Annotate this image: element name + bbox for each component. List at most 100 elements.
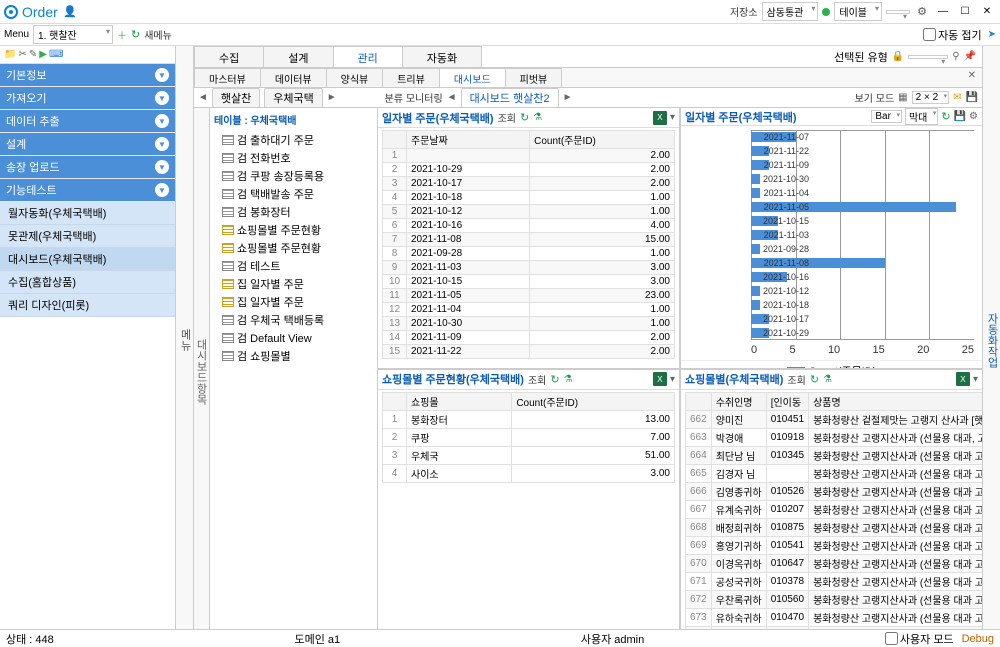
tree-item[interactable]: 검 봉화장터 [214,203,373,221]
p3-more-icon[interactable]: ▾ [670,374,675,385]
p1-table[interactable]: 주문날짜Count(주문ID)12.0022021-10-292.0032021… [382,130,675,359]
view-mode-icon[interactable]: ▦ [898,92,907,103]
sidebar-section[interactable]: 송장 업로드▼ [0,156,175,179]
storage-combo[interactable]: 삼동통관 [762,2,819,21]
user-mode-checkbox[interactable]: 사용자 모드 [885,631,954,647]
right-vertical-tab[interactable]: 자동화작업 [982,46,1000,629]
p1-filter-icon[interactable]: ⚗ [533,112,542,123]
sidebar-section[interactable]: 기본정보▼ [0,64,175,87]
chart-type-combo[interactable]: Bar [871,110,902,123]
p1-refresh-icon[interactable]: ↻ [520,111,529,124]
tree-item[interactable]: 검 출하대기 주문 [214,131,373,149]
sidebar-item[interactable]: 수집(홈합상품) [0,271,175,294]
tree-item[interactable]: 검 테스트 [214,257,373,275]
lock-icon[interactable]: 🔒 [892,51,904,62]
tree-item[interactable]: 집 일자별 주문 [214,275,373,293]
main-tab[interactable]: 수집 [194,46,264,67]
edit-icon[interactable]: ✎ [29,49,37,60]
seltype-combo[interactable] [908,55,948,59]
mail-icon[interactable]: ✉ [953,92,961,103]
center-next-icon[interactable]: ► [563,92,573,103]
refresh-icon[interactable]: ↻ [131,28,140,41]
add-icon[interactable]: ＋ [117,27,127,42]
p1-sub: 조회 [498,110,516,125]
p4-more-icon[interactable]: ▾ [973,374,978,385]
view-close-icon[interactable]: ✕ [962,68,982,87]
view-tab[interactable]: 피벗뷰 [505,68,563,87]
view-tab[interactable]: 트리뷰 [382,68,440,87]
sidebar-item[interactable]: 월자동화(우체국택배) [0,202,175,225]
doc-tab-active[interactable]: 대시보드 햇살찬2 [461,88,559,108]
folder-icon[interactable]: 📁 [4,49,16,60]
doc-tab-1[interactable]: 햇살찬 [212,88,260,108]
table-tree-panel: 테이블 : 우체국택배 검 출하대기 주문검 전화번호검 쿠팡 송장등록용검 택… [210,108,378,629]
p4-excel-icon[interactable]: X [956,372,970,386]
auto-fold-checkbox[interactable]: 자동 접기 [923,27,982,43]
view-tab[interactable]: 마스터뷰 [194,68,261,87]
sidebar-item[interactable]: 쿼리 디자인(피롯) [0,294,175,317]
tree-item[interactable]: 검 전화번호 [214,149,373,167]
tree-item[interactable]: 검 우체국 택배등록 [214,311,373,329]
doc-tab-2[interactable]: 우체국택 [264,88,322,108]
center-prev-icon[interactable]: ◄ [447,92,457,103]
view-tab[interactable]: 양식뷰 [326,68,384,87]
p3-filter-icon[interactable]: ⚗ [564,374,573,385]
left-vertical-tab[interactable]: 메뉴 [176,46,194,629]
p3-table[interactable]: 쇼핑몰Count(주문ID)1봉화장터13.002쿠팡7.003우체국51.00… [382,392,675,483]
tree-item[interactable]: 쇼핑몰별 주문현황 [214,221,373,239]
p3-refresh-icon[interactable]: ↻ [550,373,559,386]
tree-item[interactable]: 검 택배발송 주문 [214,185,373,203]
wand-icon[interactable]: ⚲ [952,51,959,62]
p2-save-icon[interactable]: 💾 [954,111,966,122]
p4-filter-icon[interactable]: ⚗ [823,374,832,385]
close-button[interactable]: ✕ [978,5,996,19]
p2-config-icon[interactable]: ⚙ [969,111,978,122]
panel-daily-chart: 일자별 주문(우체국택배) Bar 막대 ↻ 💾 ⚙ 2021-11-07202… [681,108,982,368]
sidebar-section[interactable]: 설계▼ [0,133,175,156]
sidebar-section[interactable]: 가져오기▼ [0,87,175,110]
cut-icon[interactable]: ✂ [18,49,26,60]
p1-more-icon[interactable]: ▾ [670,112,675,123]
tree-item[interactable]: 검 쇼핑몰별 [214,347,373,365]
play-icon[interactable]: ▶ [39,49,47,60]
menu-combo[interactable]: 1. 햇찰잔 [33,25,113,44]
maximize-button[interactable]: ☐ [956,5,974,19]
settings-icon[interactable]: ⚙ [914,4,930,20]
p4-sub: 조회 [787,372,805,387]
table-combo[interactable]: 테이블 [834,2,882,21]
grid-size-combo[interactable]: 2 × 2 [912,91,950,104]
view-tab[interactable]: 데이터뷰 [260,68,327,87]
p4-table[interactable]: 수취인명[인이동상품명662양미진010451봉화청량산 겉절제맛는 고랭지 산… [685,392,982,630]
tree-item[interactable]: 검 Default View [214,329,373,347]
center-area: 수집설계관리자동화 선택된 유형 🔒 ⚲ 📌 마스터뷰데이터뷰양식뷰트리뷰대시보… [194,46,982,629]
user-icon[interactable]: 👤 [62,4,78,20]
sidebar-item[interactable]: 못관제(우체국택배) [0,225,175,248]
p1-excel-icon[interactable]: X [653,111,667,125]
empty-combo[interactable] [886,10,910,14]
sidebar-section[interactable]: 기능테스트▼ [0,179,175,202]
tree-item[interactable]: 집 일자별 주문 [214,293,373,311]
code-icon[interactable]: ⌨ [49,49,63,60]
doc-center: 분류 모니터링 [385,90,443,105]
chart-style-combo[interactable]: 막대 [905,108,938,125]
main-tab[interactable]: 설계 [263,46,333,67]
main-tab[interactable]: 자동화 [402,46,482,67]
tree-item[interactable]: 쇼핑몰별 주문현황 [214,239,373,257]
minimize-button[interactable]: — [934,5,952,19]
new-menu-label[interactable]: 새메뉴 [144,27,172,42]
save-icon[interactable]: 💾 [966,92,978,103]
doc-prev-icon[interactable]: ◄ [198,92,208,103]
p2-refresh-icon[interactable]: ↻ [941,110,950,123]
dashboard-items-strip[interactable]: 대시보드항목 [194,108,210,629]
sidebar-section[interactable]: 데이터 추출▼ [0,110,175,133]
main-tab[interactable]: 관리 [333,46,403,67]
doc-next-icon[interactable]: ► [327,92,337,103]
sidebar-item[interactable]: 대시보드(우체국택배) [0,248,175,271]
debug-label[interactable]: Debug [962,633,994,645]
tree-item[interactable]: 검 쿠팡 송장등록용 [214,167,373,185]
arrow-icon[interactable]: ➤ [988,29,996,40]
p4-refresh-icon[interactable]: ↻ [810,373,819,386]
pin-icon[interactable]: 📌 [964,51,976,62]
view-tab[interactable]: 대시보드 [439,68,506,87]
p3-excel-icon[interactable]: X [653,372,667,386]
